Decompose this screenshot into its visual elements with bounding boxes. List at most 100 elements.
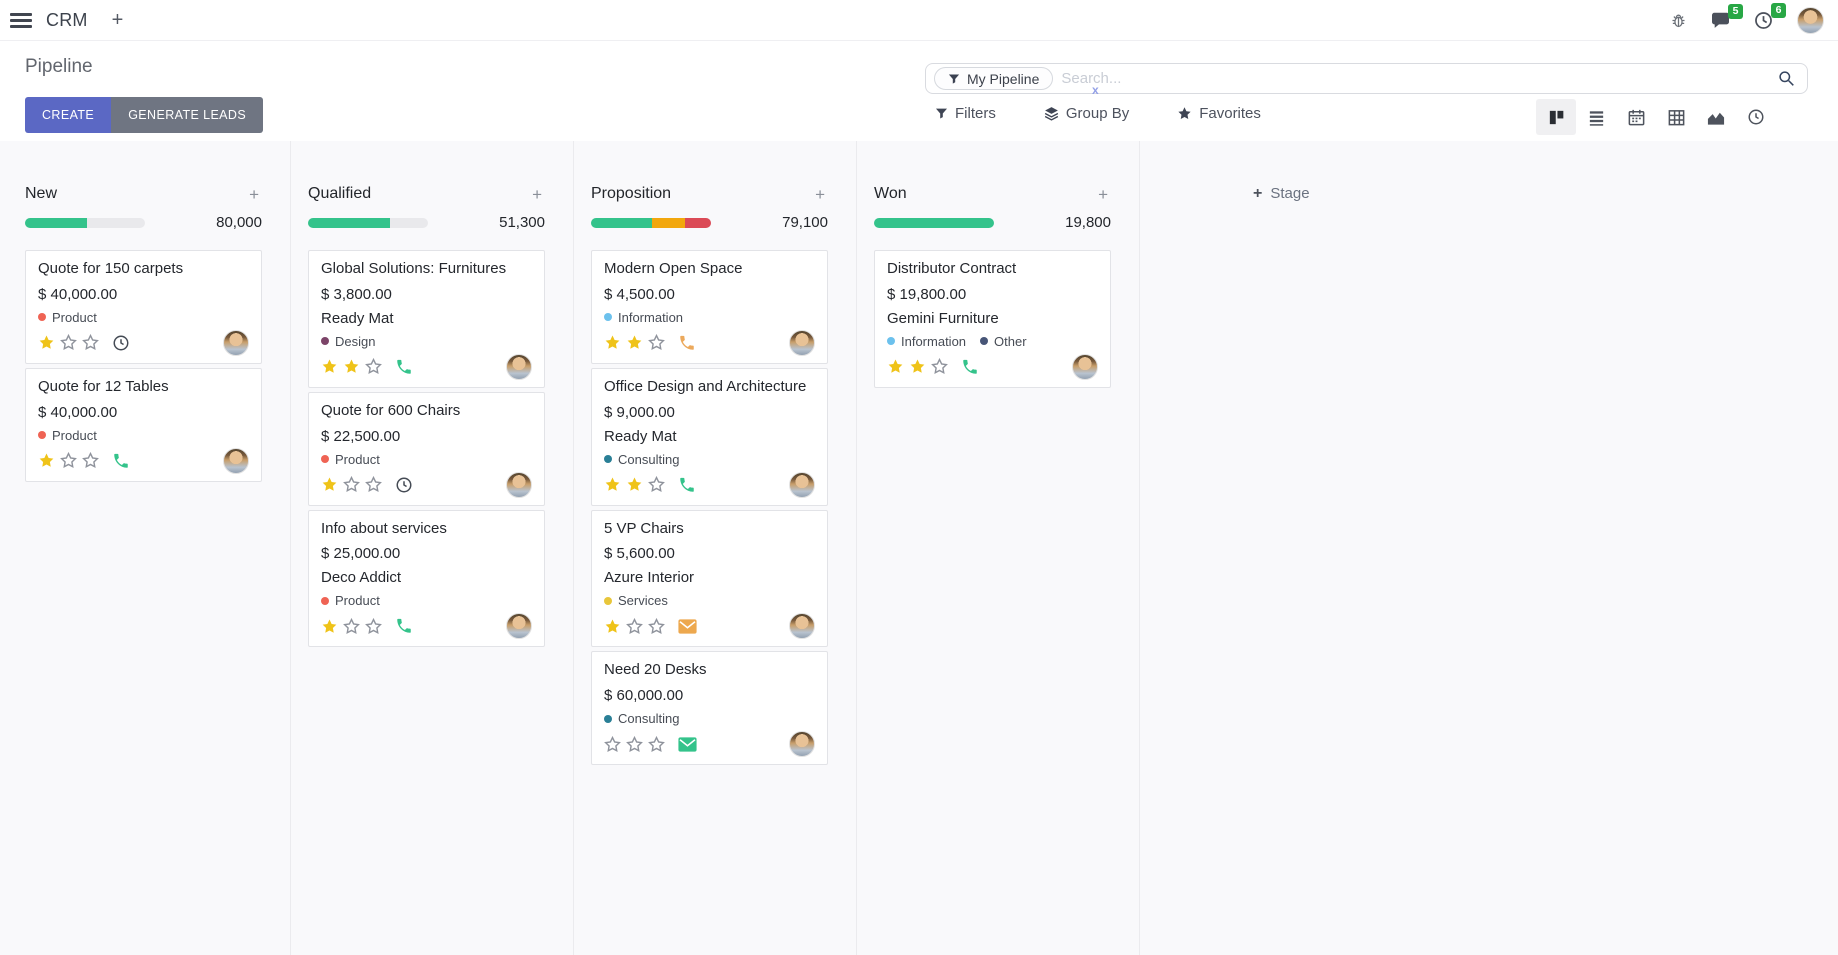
assignee-avatar[interactable] [223, 447, 249, 474]
column-add-icon[interactable]: + [1098, 184, 1108, 204]
messages-icon[interactable]: 5 [1711, 3, 1743, 29]
kanban-card[interactable]: Quote for 600 Chairs $ 22,500.00 Product [308, 391, 545, 506]
activity-phone-icon[interactable] [395, 358, 413, 376]
favorites-button[interactable]: Favorites [1177, 105, 1261, 122]
activity-phone-icon[interactable] [678, 334, 696, 352]
filters-button[interactable]: Filters [935, 105, 996, 122]
priority-star[interactable] [648, 735, 665, 753]
priority-star[interactable] [343, 358, 360, 375]
user-avatar[interactable] [1797, 6, 1824, 34]
create-button[interactable]: CREATE [25, 97, 112, 133]
column-add-icon[interactable]: + [815, 184, 825, 204]
search-icon[interactable] [1774, 68, 1799, 89]
assignee-avatar[interactable] [506, 471, 532, 498]
priority-star[interactable] [343, 476, 360, 493]
group-by-button[interactable]: Group By [1044, 105, 1129, 122]
view-switch-pivot[interactable] [1656, 99, 1696, 135]
activity-envelope-icon[interactable] [678, 736, 697, 752]
priority-star[interactable] [365, 617, 382, 635]
priority-star[interactable] [648, 617, 665, 635]
priority-star[interactable] [604, 735, 621, 753]
progress-segment[interactable] [308, 217, 390, 228]
priority-star[interactable] [626, 735, 643, 753]
assignee-avatar[interactable] [789, 329, 815, 356]
priority-star[interactable] [82, 334, 99, 351]
tag: Product [38, 428, 97, 443]
activity-clock-icon[interactable] [112, 334, 130, 352]
view-switch-activity[interactable] [1736, 99, 1776, 135]
priority-star[interactable] [604, 334, 621, 351]
kanban-card[interactable]: 5 VP Chairs $ 5,600.00 Azure Interior Servi… [591, 509, 828, 648]
facet-remove-icon[interactable]: x [1092, 83, 1099, 97]
add-tab-icon[interactable]: + [111, 9, 124, 31]
priority-star[interactable] [343, 617, 360, 635]
priority-star[interactable] [648, 334, 665, 351]
priority-star[interactable] [365, 476, 382, 493]
assignee-avatar[interactable] [1072, 353, 1098, 380]
activity-phone-icon[interactable] [112, 452, 130, 470]
assignee-avatar[interactable] [789, 613, 815, 640]
priority-star[interactable] [648, 476, 665, 493]
kanban-card[interactable]: Office Design and Architecture $ 9,000.00… [591, 367, 828, 506]
column-add-icon[interactable]: + [532, 184, 542, 204]
assignee-avatar[interactable] [789, 471, 815, 498]
add-stage-button[interactable]: + Stage [1253, 185, 1310, 202]
priority-star[interactable] [365, 358, 382, 375]
assignee-avatar[interactable] [223, 329, 249, 356]
assignee-avatar[interactable] [506, 353, 532, 380]
view-switch-calendar[interactable] [1616, 99, 1656, 135]
search-facet[interactable]: My Pipeline [934, 67, 1054, 90]
kanban-card[interactable]: Quote for 12 Tables $ 40,000.00 Product [25, 367, 262, 482]
column-progressbar[interactable] [25, 217, 145, 228]
priority-star[interactable] [38, 334, 55, 351]
priority-star[interactable] [909, 358, 926, 375]
column-progressbar[interactable] [874, 217, 994, 228]
progress-segment[interactable] [591, 217, 653, 228]
activity-phone-icon[interactable] [395, 617, 413, 635]
priority-star[interactable] [38, 452, 55, 469]
priority-star[interactable] [321, 476, 338, 493]
priority-star[interactable] [604, 618, 621, 635]
priority-star[interactable] [626, 334, 643, 351]
activity-clock-icon[interactable] [395, 476, 413, 494]
column-add-icon[interactable]: + [249, 184, 259, 204]
priority-star[interactable] [82, 452, 99, 469]
priority-star[interactable] [321, 358, 338, 375]
priority-star[interactable] [626, 476, 643, 493]
tag-color-dot [604, 596, 612, 605]
progress-segment[interactable] [652, 217, 685, 228]
apps-menu-icon[interactable] [10, 11, 32, 30]
activities-clock-icon[interactable]: 6 [1754, 2, 1786, 30]
search-bar[interactable]: My Pipeline [925, 63, 1808, 94]
kanban-card[interactable]: Info about services $ 25,000.00 Deco Addic… [308, 509, 545, 648]
kanban-card[interactable]: Global Solutions: Furnitures $ 3,800.00 Re… [308, 250, 545, 388]
column-progressbar[interactable] [308, 217, 428, 228]
debug-bug-icon[interactable] [1670, 12, 1687, 29]
kanban-card[interactable]: Modern Open Space $ 4,500.00 Information [591, 250, 828, 364]
assignee-avatar[interactable] [506, 613, 532, 640]
priority-star[interactable] [626, 617, 643, 635]
priority-star[interactable] [321, 618, 338, 635]
app-name[interactable]: CRM [46, 9, 88, 30]
view-switch-kanban[interactable] [1536, 99, 1576, 135]
kanban-card[interactable]: Quote for 150 carpets $ 40,000.00 Product [25, 250, 262, 364]
activity-phone-icon[interactable] [961, 358, 979, 376]
kanban-card[interactable]: Need 20 Desks $ 60,000.00 Consulting [591, 651, 828, 765]
progress-segment[interactable] [874, 217, 994, 228]
assignee-avatar[interactable] [789, 731, 815, 757]
view-switch-graph[interactable] [1696, 99, 1736, 135]
activity-phone-icon[interactable] [678, 476, 696, 494]
priority-star[interactable] [931, 358, 948, 375]
progress-segment[interactable] [684, 217, 711, 228]
column-progressbar[interactable] [591, 217, 711, 228]
priority-star[interactable] [60, 334, 77, 351]
priority-star[interactable] [604, 476, 621, 493]
view-switch-list[interactable] [1576, 99, 1616, 135]
kanban-card[interactable]: Distributor Contract $ 19,800.00 Gemini Fu… [874, 250, 1111, 388]
activity-envelope-icon[interactable] [678, 619, 697, 634]
generate-leads-button[interactable]: GENERATE LEADS [111, 97, 264, 133]
priority-star[interactable] [60, 452, 77, 469]
search-input[interactable] [1061, 70, 1774, 87]
progress-segment[interactable] [25, 217, 88, 228]
priority-star[interactable] [887, 358, 904, 375]
